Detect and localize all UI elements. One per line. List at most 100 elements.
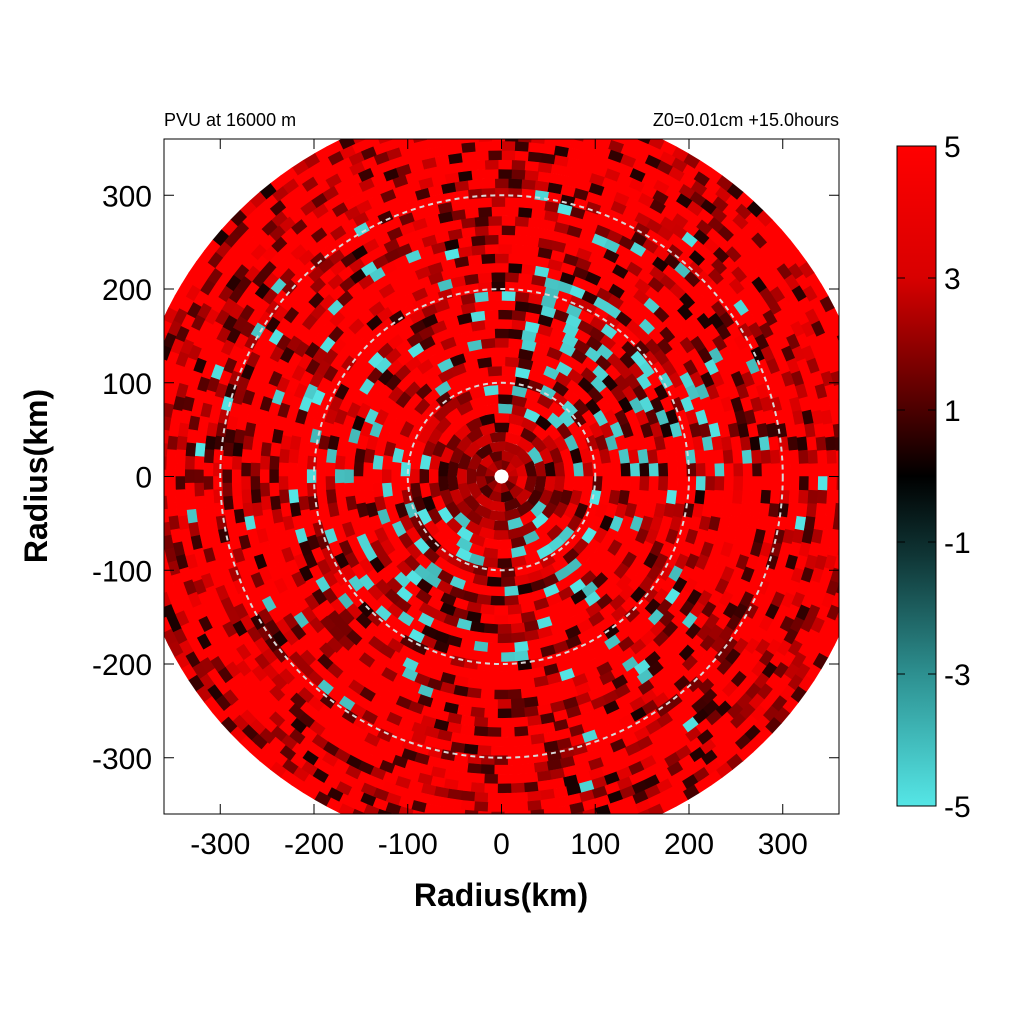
field-cell-3131 (846, 490, 856, 504)
field-cell-2351 (798, 476, 810, 491)
field-cell-684 (665, 448, 678, 464)
field-cell-1393 (260, 495, 272, 511)
field-cell-2243 (510, 168, 526, 180)
field-cell-2279 (193, 455, 205, 471)
field-cell-744 (514, 640, 530, 653)
field-cell-2107 (467, 178, 483, 190)
field-cell-1905 (504, 745, 519, 757)
field-cell-2209 (798, 462, 810, 477)
field-cell-2006 (213, 502, 226, 518)
field-cell-2768 (501, 802, 516, 813)
field-cell-2652 (826, 449, 838, 464)
field-cell-1622 (240, 462, 251, 477)
field-cell-3221 (140, 516, 151, 530)
colorbar (896, 145, 937, 807)
field-cell-59 (493, 422, 510, 433)
field-cell-3475 (864, 490, 874, 504)
field-cell-3256 (441, 826, 456, 837)
field-cell-3263 (534, 828, 548, 839)
field-cell-3354 (389, 117, 404, 130)
field-cell-1684 (760, 449, 772, 464)
field-cell-2730 (165, 489, 177, 504)
field-cell-1178 (278, 476, 289, 491)
field-cell-1716 (463, 207, 479, 219)
field-cell-352 (620, 461, 632, 477)
field-cell-408 (620, 476, 632, 492)
field-cell-3004 (557, 127, 572, 139)
field-cell-2210 (798, 449, 810, 464)
field-cell-1747 (231, 495, 244, 511)
field-cell-3178 (455, 114, 469, 125)
x-tick-label: -100 (378, 828, 438, 861)
field-cell-3257 (455, 828, 469, 839)
field-cell-3087 (438, 816, 453, 827)
field-cell-167 (573, 476, 585, 492)
field-cell-1052 (507, 262, 523, 274)
field-cell-1308 (484, 698, 499, 710)
field-cell-1389 (260, 442, 272, 458)
field-cell-1561 (741, 489, 753, 505)
field-cell-1621 (240, 448, 252, 464)
field-cell-1477 (473, 225, 489, 237)
field-cell-1447 (742, 462, 754, 477)
field-cell-3095 (544, 817, 559, 828)
field-cell-1774 (463, 734, 479, 746)
field-cell-1624 (240, 489, 252, 505)
field-cell-2537 (487, 149, 502, 161)
field-cell-1230 (722, 448, 734, 464)
field-cell-2728 (165, 462, 176, 477)
field-cell-3052 (148, 496, 158, 510)
y-tick-label: -300 (92, 743, 152, 776)
field-cell-102 (563, 461, 575, 477)
field-cell-625 (511, 309, 527, 322)
field-cell-2105 (494, 178, 509, 189)
field-cell-338 (490, 586, 506, 597)
field-cell-3137 (850, 410, 862, 425)
field-cell-3170 (560, 118, 575, 130)
field-cell-3264 (547, 826, 562, 837)
field-cell-1004 (477, 669, 492, 681)
field-cell-1364 (484, 234, 499, 245)
field-cell-665 (511, 631, 527, 644)
field-cell-722 (324, 462, 336, 477)
field-cell-591 (510, 622, 527, 635)
field-cell-366 (490, 346, 506, 358)
field-cell-95 (493, 530, 510, 541)
field-cell-784 (487, 290, 502, 302)
field-cell-2353 (807, 449, 819, 464)
field-cell-2805 (826, 489, 838, 504)
field-cell-2174 (494, 764, 509, 775)
field-cell-1623 (240, 476, 251, 491)
field-cell-1420 (511, 707, 526, 719)
field-cell-2653 (825, 435, 837, 451)
field-cell-2970 (844, 436, 855, 450)
field-cell-3308 (857, 396, 869, 411)
y-tick-label: 0 (135, 462, 152, 495)
field-cell-2932 (556, 804, 572, 814)
field-cell-3129 (843, 516, 854, 531)
field-cell-3353 (402, 114, 417, 126)
field-cell-663 (483, 632, 499, 644)
field-cell-45 (457, 467, 467, 486)
field-cell-2842 (556, 139, 572, 149)
field-cell-275 (390, 476, 402, 492)
field-cell-981 (296, 455, 308, 471)
field-cell-845 (675, 489, 687, 505)
field-cell-1028 (695, 476, 707, 491)
field-cell-1870 (222, 442, 234, 458)
field-cell-3471 (857, 542, 869, 557)
field-cell-1334 (722, 489, 734, 505)
field-cell-3304 (864, 450, 874, 464)
field-cell-3086 (426, 812, 432, 814)
field-cell-3138 (847, 397, 859, 412)
field-cell-1363 (497, 234, 513, 245)
field-cell-2173 (480, 764, 496, 775)
field-cell-1535 (514, 716, 530, 728)
field-cell-3262 (521, 829, 535, 839)
field-cell-274 (390, 461, 402, 477)
field-cell-682 (658, 476, 669, 491)
field-cell-2811 (830, 409, 839, 425)
field-cell-3132 (846, 477, 856, 491)
field-cell-572 (343, 469, 354, 484)
field-cell-2846 (504, 139, 519, 142)
